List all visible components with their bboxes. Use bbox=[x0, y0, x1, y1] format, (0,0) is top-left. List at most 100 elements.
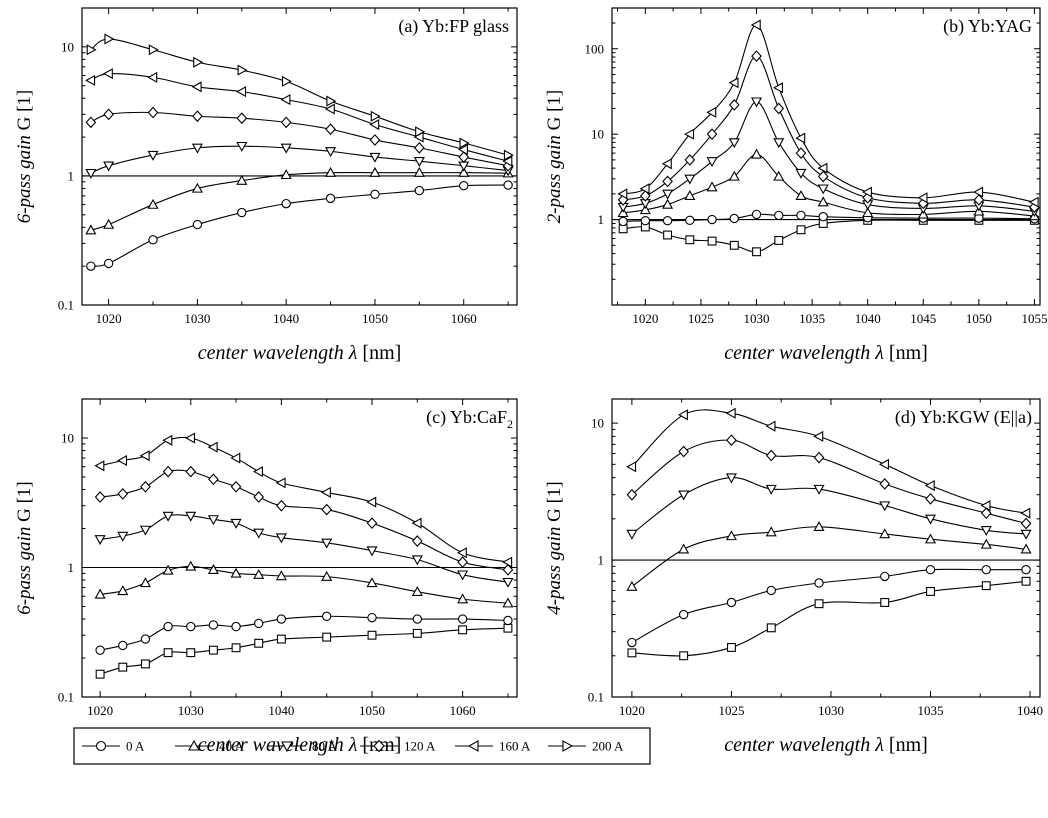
data-point-square bbox=[752, 247, 761, 257]
y-tick-label: 10 bbox=[591, 416, 604, 431]
data-point-square bbox=[276, 634, 286, 644]
series-line-triangle-down bbox=[631, 477, 1027, 535]
x-tick-label: 1060 bbox=[450, 703, 476, 718]
data-point-triangle-left bbox=[765, 420, 776, 432]
plot-frame bbox=[81, 7, 518, 306]
data-point-triangle-down bbox=[706, 157, 718, 168]
data-point-circle bbox=[148, 235, 158, 245]
data-point-triangle-left bbox=[980, 500, 991, 512]
data-point-triangle-left bbox=[230, 452, 241, 464]
data-point-triangle-left bbox=[750, 19, 761, 31]
data-point-triangle-left bbox=[626, 461, 637, 473]
data-point-triangle-right bbox=[326, 95, 337, 107]
data-point-triangle-left bbox=[725, 407, 736, 419]
data-point-triangle-down bbox=[980, 526, 992, 537]
data-point-square bbox=[458, 625, 468, 635]
data-point-triangle-down bbox=[236, 141, 248, 152]
legend-item: 120 A bbox=[360, 739, 436, 754]
data-point-triangle-up bbox=[230, 567, 242, 578]
data-point-triangle-down bbox=[185, 511, 197, 522]
data-point-circle bbox=[86, 261, 96, 271]
data-point-triangle-right bbox=[281, 75, 292, 87]
data-point-square bbox=[981, 581, 991, 591]
data-point-diamond bbox=[1020, 517, 1032, 530]
data-point-triangle-down bbox=[275, 533, 287, 544]
data-point-diamond bbox=[751, 50, 762, 62]
data-point-triangle-left bbox=[324, 103, 335, 115]
y-axis-label: 6-pass gain G [1] bbox=[14, 90, 35, 224]
legend-item: 160 A bbox=[455, 739, 531, 754]
y-tick-label: 100 bbox=[585, 41, 605, 56]
data-point-triangle-left bbox=[320, 486, 331, 498]
data-point-square bbox=[766, 623, 776, 633]
series-line-triangle-up bbox=[100, 565, 508, 604]
data-point-circle bbox=[208, 620, 219, 630]
data-point-triangle-down bbox=[230, 518, 242, 529]
series-line-triangle-up bbox=[631, 526, 1027, 588]
data-point-circle bbox=[925, 565, 936, 575]
data-point-triangle-up bbox=[678, 543, 690, 554]
legend-marker-circle bbox=[95, 740, 107, 752]
data-point-triangle-left bbox=[207, 441, 218, 453]
data-point-triangle-down bbox=[280, 143, 292, 154]
series-group bbox=[85, 33, 514, 271]
data-point-square bbox=[186, 648, 196, 658]
data-point-diamond bbox=[117, 488, 129, 500]
data-point-square bbox=[814, 599, 824, 609]
data-point-circle bbox=[503, 615, 513, 626]
data-point-diamond bbox=[369, 134, 381, 146]
data-point-circle bbox=[751, 209, 762, 220]
data-point-triangle-up bbox=[502, 597, 514, 608]
data-point-triangle-up bbox=[458, 166, 470, 177]
data-point-circle bbox=[640, 216, 651, 226]
data-point-triangle-up bbox=[207, 564, 219, 575]
data-point-triangle-up bbox=[457, 593, 469, 604]
data-point-diamond bbox=[236, 112, 248, 125]
data-point-triangle-left bbox=[1028, 196, 1039, 208]
x-tick-label: 1040 bbox=[268, 703, 294, 718]
data-point-triangle-up bbox=[773, 170, 785, 181]
data-point-triangle-up bbox=[411, 585, 423, 596]
data-point-square bbox=[1021, 576, 1031, 586]
data-point-triangle-down bbox=[366, 546, 378, 557]
data-point-triangle-left bbox=[457, 144, 468, 156]
data-point-square bbox=[627, 648, 637, 658]
x-tick-label: 1050 bbox=[359, 703, 385, 718]
data-point-triangle-up bbox=[862, 207, 874, 218]
y-tick-label: 10 bbox=[61, 430, 74, 445]
data-point-diamond bbox=[276, 499, 287, 512]
data-point-triangle-up bbox=[369, 166, 381, 177]
panel-title: (b) Yb:YAG bbox=[943, 16, 1032, 37]
data-point-triangle-left bbox=[366, 496, 377, 508]
x-tick-label: 1035 bbox=[918, 703, 944, 718]
series-line-circle bbox=[90, 184, 509, 267]
x-axis-label: center wavelength λ [nm] bbox=[724, 734, 928, 756]
data-point-diamond bbox=[230, 480, 242, 493]
x-tick-label: 1045 bbox=[910, 311, 936, 326]
data-point-circle bbox=[321, 611, 332, 621]
data-point-triangle-left bbox=[280, 94, 291, 106]
data-point-triangle-down bbox=[103, 161, 115, 172]
data-point-triangle-left bbox=[411, 517, 422, 529]
legend-label: 0 A bbox=[126, 739, 145, 754]
data-point-circle bbox=[281, 198, 291, 209]
data-point-circle bbox=[118, 640, 128, 651]
series-line-diamond bbox=[631, 439, 1027, 525]
data-point-triangle-left bbox=[275, 477, 286, 489]
data-point-diamond bbox=[879, 478, 891, 490]
y-tick-label: 1 bbox=[598, 553, 605, 568]
x-tick-label: 1020 bbox=[96, 311, 122, 326]
data-point-triangle-left bbox=[924, 480, 935, 492]
y-axis-label: 4-pass gain G [1] bbox=[544, 481, 565, 615]
data-point-triangle-up bbox=[94, 588, 106, 599]
data-point-diamond bbox=[795, 147, 807, 159]
data-point-triangle-up bbox=[321, 570, 333, 581]
data-point-circle bbox=[163, 621, 173, 632]
plot-frame bbox=[81, 398, 518, 698]
data-point-triangle-up bbox=[413, 166, 425, 177]
data-point-triangle-down bbox=[662, 189, 674, 200]
data-point-triangle-down bbox=[879, 501, 891, 512]
data-point-triangle-left bbox=[817, 162, 828, 174]
data-point-circle bbox=[814, 578, 824, 588]
